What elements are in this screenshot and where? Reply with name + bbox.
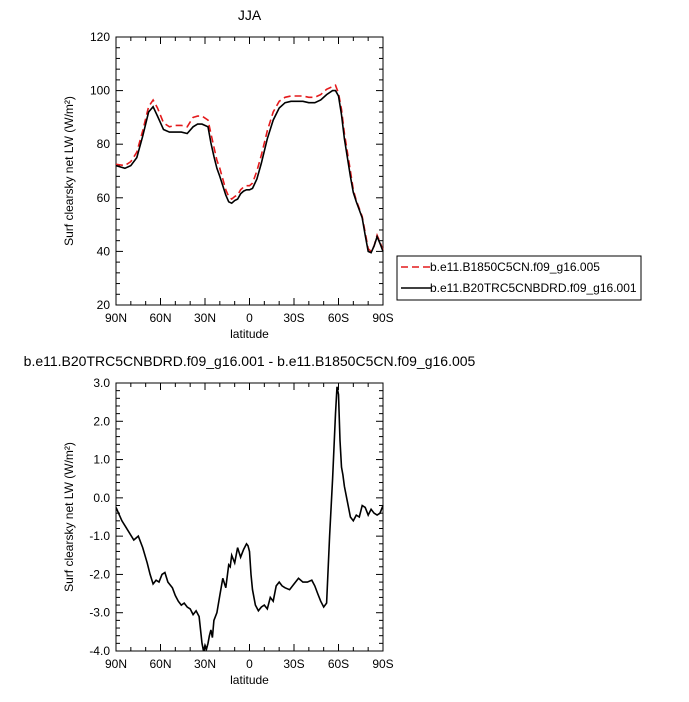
x-tick-label: 30N <box>194 311 216 325</box>
chart-title: JJA <box>238 7 262 23</box>
chart-title: b.e11.B20TRC5CNBDRD.f09_g16.001 - b.e11.… <box>24 353 476 369</box>
plot-frame <box>115 382 384 652</box>
y-tick-label: -3.0 <box>89 606 110 620</box>
x-tick-label: 90S <box>372 311 393 325</box>
y-axis-label: Surf clearsky net LW (W/m²) <box>62 442 76 592</box>
series-line-1 <box>115 89 384 254</box>
y-tick-label: -2.0 <box>89 567 110 581</box>
y-tick-label: 40 <box>97 244 111 258</box>
x-tick-label: 90N <box>105 311 127 325</box>
y-tick-label: -1.0 <box>89 529 110 543</box>
top-panel: 90N 60N 30N 0 30S 60S 90S 20 40 60 80 100 120 latitud… <box>62 7 394 341</box>
legend: b.e11.B1850C5CN.f09_g16.005 b.e11.B20TRC5… <box>396 255 642 301</box>
legend-box <box>396 255 642 301</box>
x-tick-label: 30S <box>283 311 304 325</box>
y-tick-label: -4.0 <box>89 644 110 658</box>
x-axis-label: latitude <box>230 327 269 341</box>
x-tick-label: 60N <box>149 657 171 671</box>
bottom-panel: 90N 60N 30N 0 30S 60S 90S -4.0 -3.0 -2.0 -1.0 0.0 1.… <box>24 353 476 687</box>
x-tick-label: 90S <box>372 657 393 671</box>
series-line-0 <box>115 84 384 253</box>
legend-entry-1: b.e11.B20TRC5CNBDRD.f09_g16.001 <box>430 281 637 295</box>
x-tick-label: 0 <box>246 657 253 671</box>
y-tick-label: 80 <box>97 137 111 151</box>
y-axis-label: Surf clearsky net LW (W/m²) <box>62 96 76 246</box>
plot-frame <box>115 36 384 306</box>
y-tick-label: 0.0 <box>93 491 110 505</box>
y-tick-label: 2.0 <box>93 414 110 428</box>
x-tick-label: 60S <box>328 657 349 671</box>
series-line-0 <box>115 386 384 652</box>
x-tick-label: 90N <box>105 657 127 671</box>
y-tick-label: 120 <box>90 30 110 44</box>
legend-entry-0: b.e11.B1850C5CN.f09_g16.005 <box>430 260 600 274</box>
x-axis-label: latitude <box>230 673 269 687</box>
y-tick-label: 3.0 <box>93 376 110 390</box>
y-tick-label: 20 <box>97 298 111 312</box>
x-tick-label: 30S <box>283 657 304 671</box>
x-tick-label: 60S <box>328 311 349 325</box>
x-tick-label: 60N <box>149 311 171 325</box>
y-tick-label: 100 <box>90 84 110 98</box>
x-tick-label: 30N <box>194 657 216 671</box>
y-tick-label: 1.0 <box>93 453 110 467</box>
x-tick-label: 0 <box>246 311 253 325</box>
y-tick-label: 60 <box>97 191 111 205</box>
